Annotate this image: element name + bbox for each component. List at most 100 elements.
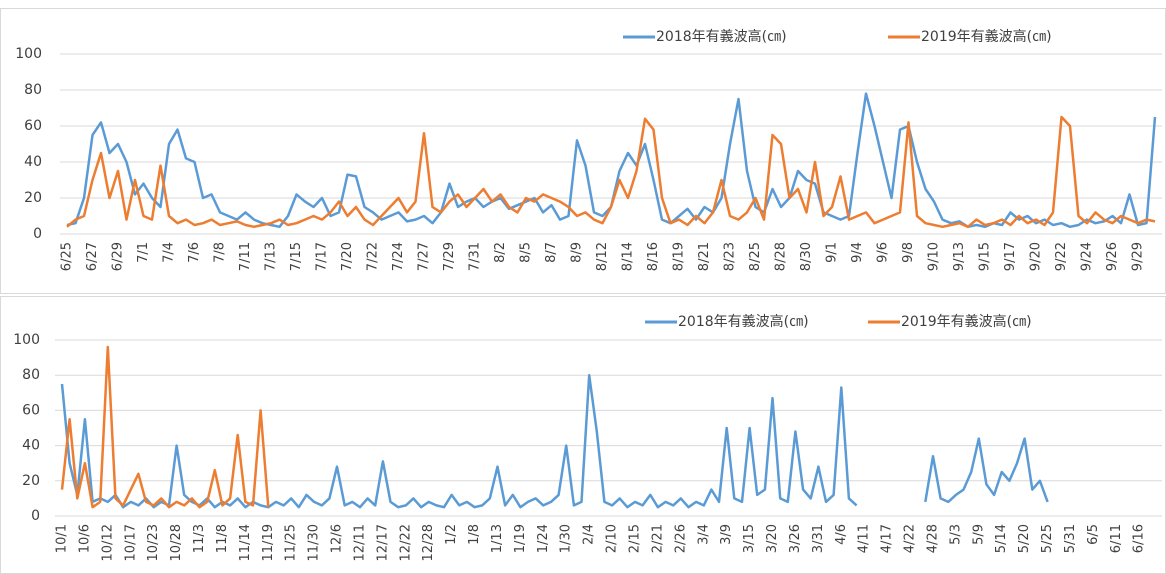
x-tick-label: 7/24 — [391, 242, 406, 271]
y-tick-label: 80 — [24, 82, 42, 98]
series-line — [60, 345, 270, 509]
y-tick-label: 80 — [22, 367, 40, 383]
x-tick-label: 9/22 — [1054, 242, 1069, 271]
x-tick-label: 7/17 — [315, 242, 330, 271]
x-tick-label: 9/4 — [850, 242, 865, 263]
x-tick-label: 8/21 — [697, 242, 712, 271]
legend-label: 2018年有義波高(㎝) — [678, 313, 809, 330]
x-tick-label: 8/9 — [570, 242, 585, 263]
x-tick-label: 8/23 — [723, 242, 738, 271]
x-tick-label: 12/22 — [398, 524, 413, 561]
x-tick-label: 5/9 — [971, 524, 986, 545]
x-tick-label: 11/14 — [238, 524, 253, 561]
x-tick-label: 8/30 — [799, 242, 814, 271]
x-tick-label: 12/17 — [375, 524, 390, 561]
y-tick-label: 20 — [24, 190, 42, 206]
y-tick-label: 40 — [22, 438, 40, 454]
x-tick-label: 11/19 — [261, 524, 276, 561]
x-tick-label: 8/25 — [748, 242, 763, 271]
x-tick-label: 7/4 — [162, 242, 177, 263]
x-tick-label: 8/7 — [544, 242, 559, 263]
x-tick-label: 8/2 — [493, 242, 508, 263]
x-tick-label: 8/5 — [519, 242, 534, 263]
x-tick-label: 10/1 — [55, 524, 70, 553]
x-tick-label: 8/19 — [672, 242, 687, 271]
x-tick-label: 11/25 — [284, 524, 299, 561]
x-tick-label: 5/25 — [1040, 524, 1055, 553]
x-tick-label: 3/9 — [719, 524, 734, 545]
legend-label: 2019年有義波高(㎝) — [901, 313, 1032, 330]
x-tick-label: 10/12 — [100, 524, 115, 561]
x-tick-label: 2/21 — [650, 524, 665, 553]
x-tick-label: 8/16 — [646, 242, 661, 271]
x-tick-label: 10/23 — [146, 524, 161, 561]
x-tick-label: 1/13 — [490, 524, 505, 553]
x-tick-label: 1/8 — [467, 524, 482, 545]
series-line — [66, 115, 1156, 229]
x-tick-label: 11/8 — [215, 524, 230, 553]
x-tick-label: 11/3 — [192, 524, 207, 553]
x-tick-label: 6/29 — [111, 242, 126, 271]
x-tick-label: 9/29 — [1131, 242, 1146, 271]
x-tick-label: 8/28 — [774, 242, 789, 271]
x-tick-label: 5/3 — [948, 524, 963, 545]
y-tick-label: 20 — [22, 473, 40, 489]
x-tick-label: 7/29 — [442, 242, 457, 271]
x-tick-label: 4/22 — [903, 524, 918, 553]
x-tick-label: 10/17 — [123, 524, 138, 561]
x-tick-label: 7/15 — [289, 242, 304, 271]
x-tick-label: 9/6 — [876, 242, 891, 263]
x-tick-label: 4/28 — [925, 524, 940, 553]
x-tick-label: 9/13 — [952, 242, 967, 271]
x-tick-label: 9/26 — [1105, 242, 1120, 271]
y-tick-label: 60 — [22, 402, 40, 418]
x-tick-label: 3/4 — [696, 524, 711, 545]
x-tick-label: 7/1 — [136, 242, 151, 263]
x-tick-label: 2/15 — [628, 524, 643, 553]
x-tick-label: 7/11 — [238, 242, 253, 271]
x-tick-label: 12/28 — [421, 524, 436, 561]
x-tick-label: 6/25 — [60, 242, 75, 271]
x-tick-label: 11/30 — [307, 524, 322, 561]
x-tick-label: 7/27 — [417, 242, 432, 271]
x-tick-label: 6/27 — [85, 242, 100, 271]
x-tick-label: 7/20 — [340, 242, 355, 271]
x-tick-label: 2/10 — [605, 524, 620, 553]
x-tick-label: 7/8 — [213, 242, 228, 263]
legend-label: 2018年有義波高(㎝) — [656, 28, 787, 45]
x-tick-label: 4/17 — [880, 524, 895, 553]
x-tick-label: 8/14 — [621, 242, 636, 271]
x-tick-label: 5/20 — [1017, 524, 1032, 553]
x-tick-label: 5/14 — [994, 524, 1009, 553]
x-tick-label: 1/30 — [559, 524, 574, 553]
y-tick-label: 40 — [24, 154, 42, 170]
x-tick-label: 12/11 — [352, 524, 367, 561]
legend-label: 2019年有義波高(㎝) — [921, 28, 1052, 45]
x-tick-label: 3/26 — [788, 524, 803, 553]
x-tick-label: 9/10 — [927, 242, 942, 271]
y-tick-label: 100 — [15, 46, 42, 62]
y-tick-label: 60 — [24, 118, 42, 134]
x-tick-label: 1/24 — [536, 524, 551, 553]
x-tick-label: 9/20 — [1029, 242, 1044, 271]
x-tick-label: 8/12 — [595, 242, 610, 271]
x-tick-label: 9/24 — [1080, 242, 1095, 271]
x-tick-label: 4/11 — [857, 524, 872, 553]
x-tick-label: 3/31 — [811, 524, 826, 553]
x-tick-label: 10/28 — [169, 524, 184, 561]
x-tick-label: 12/6 — [330, 524, 345, 553]
x-tick-label: 1/19 — [513, 524, 528, 553]
x-tick-label: 7/6 — [187, 242, 202, 263]
x-tick-label: 7/22 — [366, 242, 381, 271]
x-tick-label: 10/6 — [77, 524, 92, 553]
x-tick-label: 1/2 — [444, 524, 459, 545]
x-tick-label: 4/6 — [834, 524, 849, 545]
x-tick-label: 9/17 — [1003, 242, 1018, 271]
x-tick-label: 9/8 — [901, 242, 916, 263]
x-tick-label: 6/11 — [1109, 524, 1124, 553]
x-tick-label: 6/5 — [1086, 524, 1101, 545]
x-tick-label: 7/13 — [264, 242, 279, 271]
x-tick-label: 3/20 — [765, 524, 780, 553]
x-tick-label: 5/31 — [1063, 524, 1078, 553]
